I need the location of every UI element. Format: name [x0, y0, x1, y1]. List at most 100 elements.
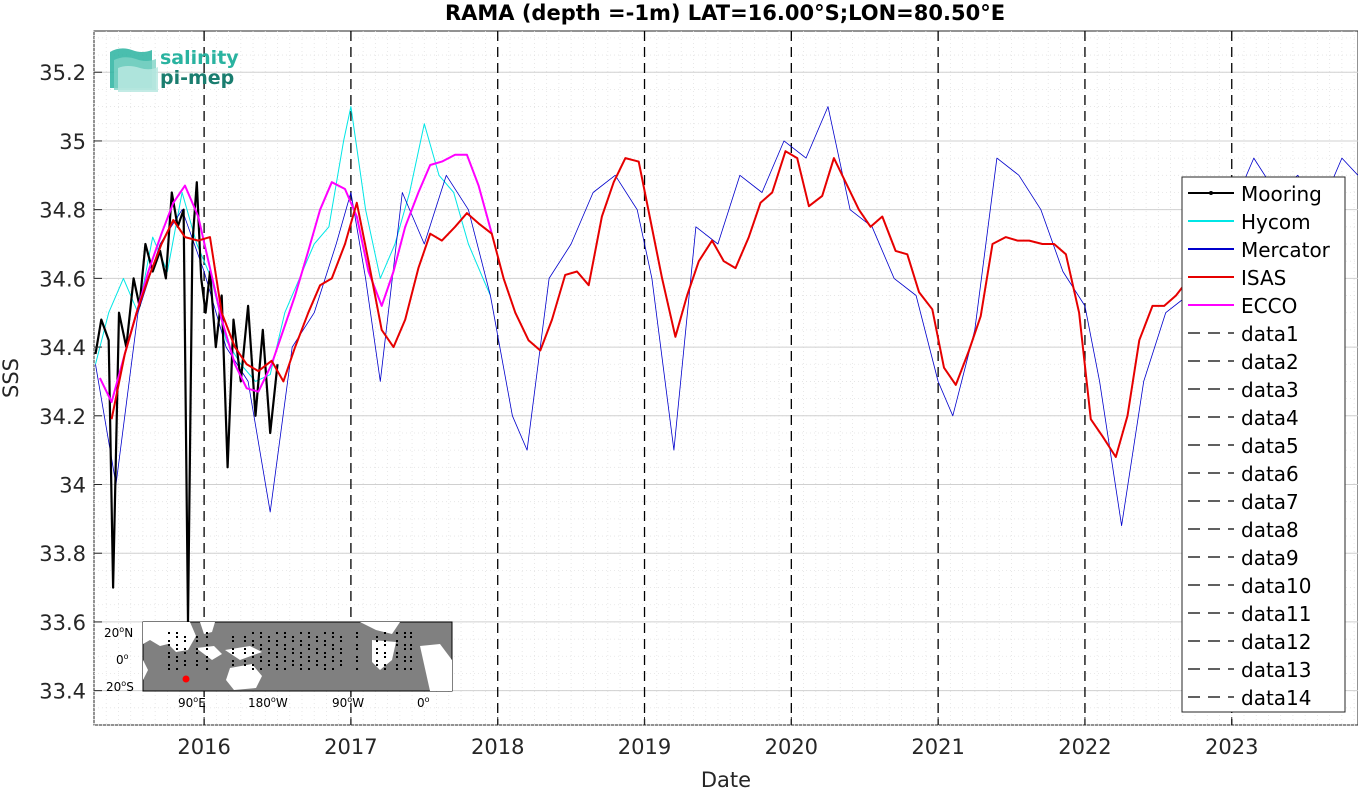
inset-buoy-dot — [308, 644, 310, 646]
inset-buoy-dot — [184, 648, 186, 650]
inset-buoy-dot — [332, 644, 334, 646]
y-tick-label: 35 — [59, 130, 86, 154]
inset-buoy-dot — [404, 656, 406, 658]
legend-label: data10 — [1241, 574, 1312, 598]
legend-label: data13 — [1241, 658, 1312, 682]
legend-label: ECCO — [1241, 294, 1297, 318]
inset-buoy-dot — [356, 668, 358, 670]
inset-buoy-dot — [308, 632, 310, 634]
legend-label: data3 — [1241, 378, 1299, 402]
inset-buoy-dot — [410, 636, 412, 638]
legend-label: data11 — [1241, 602, 1312, 626]
inset-buoy-dot — [404, 668, 406, 670]
inset-buoy-dot — [184, 664, 186, 666]
inset-buoy-dot — [404, 644, 406, 646]
y-tick-label: 34.8 — [39, 199, 86, 223]
inset-lon-labels: 90oE 180oW 90oW 0o — [178, 695, 430, 710]
inset-buoy-dot — [244, 640, 246, 642]
inset-lat-0: 0o — [116, 652, 129, 667]
inset-map-buoys — [168, 632, 412, 670]
inset-buoy-dot — [308, 648, 310, 650]
inset-buoy-dot — [384, 656, 386, 658]
inset-map: 20oN 0o 20oS 90oE 180oW 90oW 0o — [104, 621, 453, 710]
inset-buoy-dot — [292, 636, 294, 638]
inset-buoy-dot — [196, 660, 198, 662]
inset-buoy-dot — [252, 656, 254, 658]
inset-buoy-dot — [396, 656, 398, 658]
inset-buoy-dot — [276, 644, 278, 646]
inset-buoy-dot — [396, 652, 398, 654]
inset-buoy-dot — [284, 644, 286, 646]
inset-buoy-dot — [300, 656, 302, 658]
y-tick-label: 33.8 — [39, 542, 86, 566]
inset-buoy-dot — [244, 664, 246, 666]
inset-buoy-dot — [206, 648, 208, 650]
plot-area — [93, 30, 1358, 726]
inset-buoy-dot — [196, 652, 198, 654]
legend-swatch-marker — [1209, 191, 1213, 195]
inset-buoy-dot — [332, 660, 334, 662]
inset-buoy-dot — [260, 648, 262, 650]
x-tick-label: 2023 — [1205, 735, 1258, 759]
logo-line2: pi-mep — [160, 67, 234, 89]
inset-buoy-dot — [300, 640, 302, 642]
y-tick-label: 34.4 — [39, 336, 86, 360]
inset-buoy-dot — [384, 644, 386, 646]
legend-items: Mooring Hycom Mercator ISAS ECCO data1 data2 da… — [1188, 182, 1331, 710]
inset-buoy-dot — [252, 640, 254, 642]
inset-buoy-dot — [324, 668, 326, 670]
inset-buoy-dot — [232, 664, 234, 666]
inset-buoy-dot — [232, 648, 234, 650]
inset-buoy-dot — [340, 640, 342, 642]
inset-buoy-dot — [196, 648, 198, 650]
legend-label: data1 — [1241, 322, 1299, 346]
inset-buoy-dot — [292, 648, 294, 650]
inset-buoy-dot — [410, 644, 412, 646]
inset-buoy-dot — [316, 652, 318, 654]
inset-buoy-dot — [184, 640, 186, 642]
inset-buoy-dot — [276, 664, 278, 666]
legend: Mooring Hycom Mercator ISAS ECCO data1 data2 da… — [1181, 176, 1346, 713]
inset-buoy-dot — [252, 668, 254, 670]
inset-buoy-dot — [308, 656, 310, 658]
inset-buoy-dot — [284, 636, 286, 638]
inset-buoy-dot — [340, 636, 342, 638]
inset-buoy-dot — [404, 636, 406, 638]
inset-buoy-dot — [376, 660, 378, 662]
logo-wave-icon — [110, 48, 158, 92]
inset-buoy-dot — [292, 664, 294, 666]
inset-buoy-dot — [356, 656, 358, 658]
inset-buoy-dot — [260, 644, 262, 646]
inset-buoy-dot — [244, 660, 246, 662]
inset-buoy-dot — [356, 644, 358, 646]
inset-buoy-dot — [176, 656, 178, 658]
inset-buoy-dot — [268, 648, 270, 650]
legend-label: ISAS — [1241, 266, 1286, 290]
inset-buoy-dot — [410, 660, 412, 662]
inset-buoy-dot — [340, 664, 342, 666]
inset-lon-180w: 180oW — [248, 695, 288, 710]
inset-buoy-dot — [176, 668, 178, 670]
inset-lon-90w: 90oW — [332, 695, 364, 710]
x-tick-label: 2020 — [765, 735, 818, 759]
logo-line1: salinity — [160, 47, 239, 69]
inset-buoy-dot — [232, 640, 234, 642]
inset-buoy-dot — [292, 652, 294, 654]
inset-buoy-dot — [260, 668, 262, 670]
inset-buoy-dot — [300, 644, 302, 646]
inset-buoy-dot — [184, 636, 186, 638]
inset-map-land — [143, 622, 452, 691]
legend-label: data7 — [1241, 490, 1299, 514]
inset-buoy-dot — [268, 636, 270, 638]
inset-buoy-dot — [252, 652, 254, 654]
inset-buoy-dot — [196, 664, 198, 666]
inset-buoy-dot — [206, 632, 208, 634]
inset-buoy-dot — [384, 668, 386, 670]
inset-buoy-dot — [410, 648, 412, 650]
inset-buoy-dot — [252, 632, 254, 634]
inset-buoy-dot — [284, 648, 286, 650]
inset-buoy-dot — [300, 632, 302, 634]
y-tick-label: 34.6 — [39, 267, 86, 291]
inset-buoy-dot — [376, 648, 378, 650]
